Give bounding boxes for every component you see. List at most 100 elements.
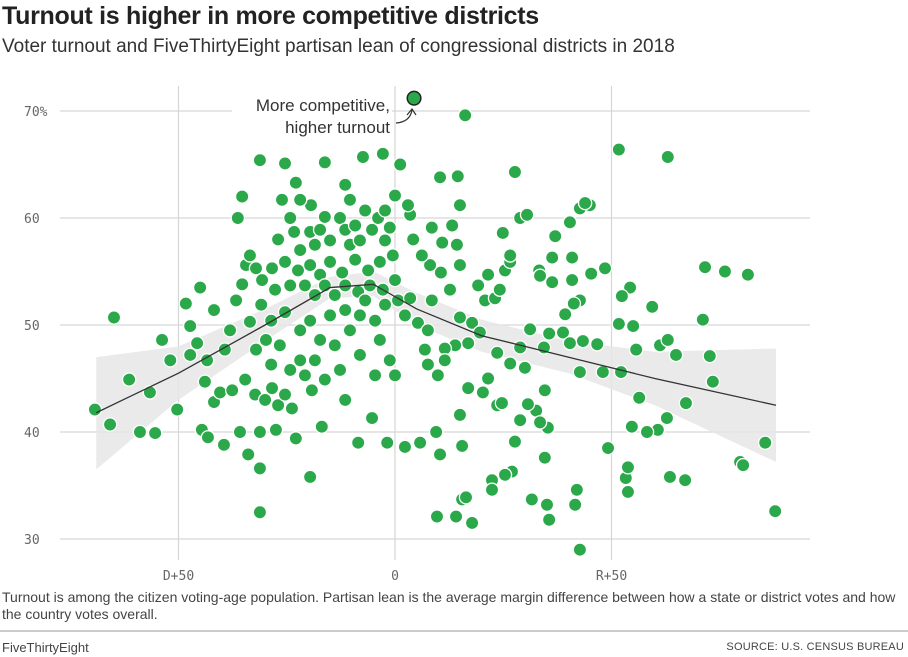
data-point: [322, 254, 338, 270]
data-point: [237, 372, 253, 387]
data-point: [597, 261, 613, 276]
data-point: [405, 232, 421, 247]
data-point: [258, 332, 274, 348]
data-point: [169, 402, 185, 417]
data-point: [267, 282, 283, 297]
data-point: [735, 457, 751, 473]
data-point: [470, 278, 486, 293]
data-point: [412, 435, 428, 450]
data-point: [522, 322, 538, 337]
data-point: [392, 157, 408, 172]
data-point: [454, 438, 470, 454]
data-point: [697, 259, 713, 275]
data-point: [224, 383, 240, 398]
data-point: [448, 509, 464, 524]
data-point: [228, 293, 244, 308]
data-point: [290, 263, 306, 278]
data-point: [437, 353, 453, 368]
data-point: [767, 503, 783, 519]
data-point: [502, 248, 518, 263]
data-point: [154, 332, 170, 348]
data-point: [332, 210, 348, 226]
data-point: [410, 315, 426, 331]
data-point: [507, 164, 523, 180]
data-point: [270, 397, 286, 413]
data-point: [317, 155, 333, 170]
data-point: [377, 233, 393, 248]
data-point: [457, 108, 473, 123]
data-point: [182, 318, 198, 334]
data-point: [200, 430, 216, 445]
data-point: [458, 490, 474, 505]
x-tick-label: 0: [391, 569, 399, 584]
data-point: [142, 385, 158, 400]
data-point: [322, 233, 338, 248]
data-point: [347, 218, 363, 233]
data-point: [460, 380, 476, 396]
data-point: [382, 220, 398, 235]
data-point: [248, 261, 264, 276]
data-point: [620, 460, 636, 475]
data-point: [428, 424, 444, 440]
trend-line: [95, 283, 777, 414]
data-point: [242, 248, 258, 263]
data-point: [450, 169, 466, 184]
data-point: [611, 316, 627, 332]
data-point: [452, 197, 468, 213]
data-point: [347, 252, 363, 267]
data-point: [307, 237, 323, 252]
data-point: [524, 492, 540, 507]
data-point: [492, 282, 508, 297]
data-point: [147, 425, 163, 441]
data-point: [253, 297, 269, 312]
data-point: [189, 335, 205, 351]
data-point: [512, 340, 528, 355]
data-point: [312, 332, 328, 348]
data-point: [212, 385, 228, 400]
data-point: [106, 310, 122, 325]
data-point: [624, 419, 640, 434]
data-point: [544, 250, 560, 265]
data-point: [555, 325, 571, 340]
data-point: [541, 512, 557, 527]
data-point: [234, 189, 250, 204]
data-point: [400, 197, 416, 213]
data-point: [163, 353, 178, 368]
data-point: [317, 372, 333, 387]
data-point: [277, 387, 293, 402]
data-point: [234, 277, 250, 292]
data-point: [497, 467, 513, 483]
data-point: [620, 484, 636, 500]
data-point: [397, 439, 413, 455]
data-point: [282, 362, 298, 378]
data-point: [387, 272, 403, 288]
data-point: [277, 156, 293, 171]
data-point: [342, 323, 358, 338]
data-point: [480, 267, 496, 282]
data-point: [337, 177, 353, 193]
data-point: [517, 360, 533, 376]
data-point: [352, 308, 368, 323]
data-point: [248, 342, 264, 357]
data-point: [662, 469, 678, 485]
data-point: [589, 337, 605, 352]
data-point: [192, 280, 208, 295]
data-point: [420, 357, 436, 372]
data-point: [397, 308, 413, 323]
data-point: [520, 396, 536, 412]
data-point: [357, 203, 373, 218]
data-point: [613, 364, 629, 380]
data-point: [660, 332, 676, 348]
data-point: [367, 368, 383, 383]
data-point: [302, 313, 318, 328]
data-point: [304, 383, 320, 398]
data-point: [350, 435, 366, 450]
data-point: [444, 218, 460, 233]
data-point: [507, 434, 523, 449]
data-point: [337, 278, 353, 293]
data-point: [286, 224, 302, 240]
data-point: [372, 332, 388, 348]
data-point: [577, 195, 593, 211]
data-point: [677, 472, 693, 488]
data-point: [464, 315, 480, 331]
